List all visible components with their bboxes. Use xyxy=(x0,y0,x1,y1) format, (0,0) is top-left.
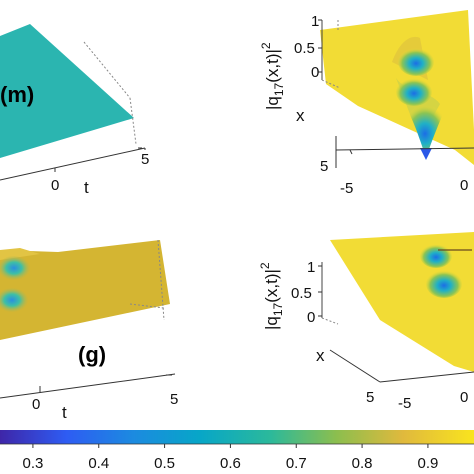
colorbar: 0.3 0.4 0.5 0.6 0.7 0.8 0.9 xyxy=(0,430,474,472)
z-tick-1-n: 1 xyxy=(311,13,319,30)
t-tick-0-m: 0 xyxy=(51,177,59,194)
colorbar-tick-label: 0.6 xyxy=(220,455,241,472)
z-tick-05-p: 0.5 xyxy=(291,285,312,302)
z-tick-0-p: 0 xyxy=(307,309,315,326)
z-tick-0-n: 0 xyxy=(311,64,319,81)
colorbar-tick-label: 0.7 xyxy=(286,455,307,472)
colorbar-ticks: 0.3 0.4 0.5 0.6 0.7 0.8 0.9 xyxy=(22,444,438,472)
z-axis-label-p: |q17(x,t)|2 xyxy=(258,262,285,330)
colorbar-tick-label: 0.5 xyxy=(154,455,175,472)
x-axis-label-n: x xyxy=(296,106,305,125)
x-tick-5-p: 5 xyxy=(366,389,374,406)
surface-m xyxy=(0,24,134,158)
colorbar-tick-label: 0.4 xyxy=(88,455,109,472)
surface-g xyxy=(0,240,170,340)
panel-p: |q17(x,t)|2 1 0.5 0 x 5 -5 0 xyxy=(258,232,474,412)
surface-p xyxy=(330,232,474,372)
x-tick-5-n: 5 xyxy=(320,158,328,175)
x-axis-label-p: x xyxy=(316,346,325,365)
t-tick-0-p: 0 xyxy=(460,389,468,406)
t-tick-0-g: 0 xyxy=(32,396,40,413)
t-tick-0-n: 0 xyxy=(460,177,468,194)
t-axis-label-g: t xyxy=(62,403,67,422)
colorbar-tick-label: 0.9 xyxy=(417,455,438,472)
t-tick-neg5-p: -5 xyxy=(398,395,411,412)
panel-g: (g) 0 5 t xyxy=(0,239,178,422)
colorbar-gradient xyxy=(0,430,474,444)
t-tick-5-g: 5 xyxy=(170,391,178,408)
colorbar-tick-label: 0.8 xyxy=(352,455,373,472)
z-tick-05-n: 0.5 xyxy=(294,40,315,57)
panel-label-m: (m) xyxy=(0,82,34,107)
panel-n: |q17(x,t)|2 1 0.5 0 x 5 -5 0 xyxy=(259,10,474,197)
t-axis-label-m: t xyxy=(84,178,89,197)
colorbar-tick-label: 0.3 xyxy=(22,455,43,472)
panel-label-g: (g) xyxy=(78,342,106,367)
z-tick-1-p: 1 xyxy=(307,259,315,276)
z-axis-label-n: |q17(x,t)|2 xyxy=(259,42,286,110)
t-tick-neg5-n: -5 xyxy=(340,180,353,197)
panel-m: (m) 0 5 t xyxy=(0,24,149,197)
t-tick-5-m: 5 xyxy=(141,151,149,168)
